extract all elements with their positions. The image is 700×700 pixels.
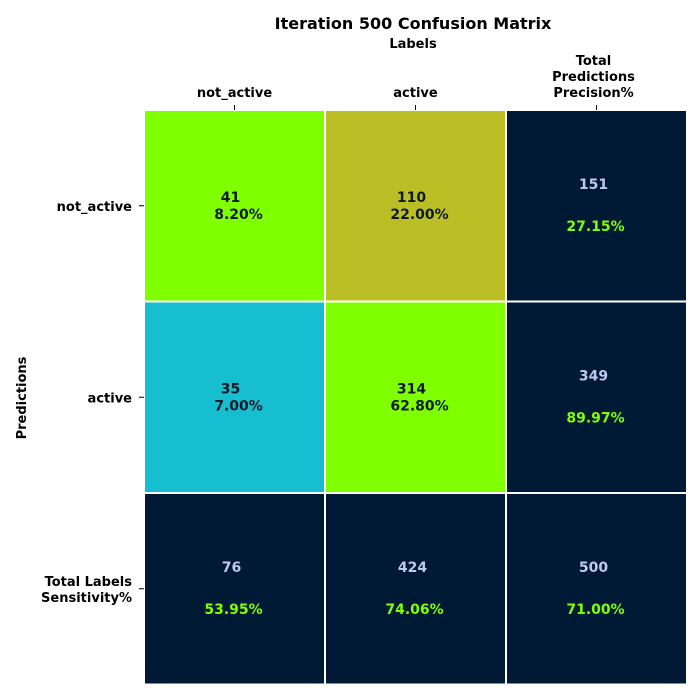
cell-count-label: 41 [221, 190, 240, 206]
matrix-cell [505, 109, 688, 303]
y-axis-label: Predictions [15, 356, 30, 439]
cell-percent-label: 8.20% [214, 207, 263, 223]
matrix-cell [505, 492, 688, 686]
cell-percent-label: 7.00% [214, 398, 263, 414]
matrix-cell [324, 300, 507, 494]
matrix-cell [505, 300, 688, 494]
cell-percent-label: 22.00% [390, 207, 448, 223]
matrix-cell [143, 109, 326, 303]
y-tick-label: active [88, 391, 133, 406]
chart-title: Iteration 500 Confusion Matrix [275, 14, 552, 33]
matrix-cell [143, 300, 326, 494]
cell-count-label: 424 [398, 560, 427, 576]
cell-count-label: 35 [221, 381, 240, 397]
cell-percent-label: 53.95% [204, 602, 262, 618]
cell-percent-label: 71.00% [566, 602, 624, 618]
matrix-cell [324, 109, 507, 303]
x-tick-label: Total Predictions Precision% [552, 54, 635, 101]
cell-count-label: 76 [222, 560, 241, 576]
cell-count-label: 110 [397, 190, 426, 206]
cell-percent-label: 62.80% [390, 398, 448, 414]
x-tick-label: not_active [197, 86, 273, 101]
cell-count-label: 349 [579, 368, 608, 384]
cell-percent-label: 27.15% [566, 219, 624, 235]
cell-percent-label: 89.97% [566, 410, 624, 426]
x-axis-label: Labels [389, 37, 437, 52]
x-tick-label: active [393, 86, 438, 101]
matrix-cell [143, 492, 326, 686]
cell-count-label: 500 [579, 560, 608, 576]
y-tick-label: Total Labels Sensitivity% [41, 575, 132, 606]
cell-count-label: 314 [397, 381, 426, 397]
cell-count-label: 151 [579, 177, 608, 193]
y-tick-label: not_active [57, 200, 133, 215]
cell-percent-label: 74.06% [385, 602, 443, 618]
matrix-cell [324, 492, 507, 686]
